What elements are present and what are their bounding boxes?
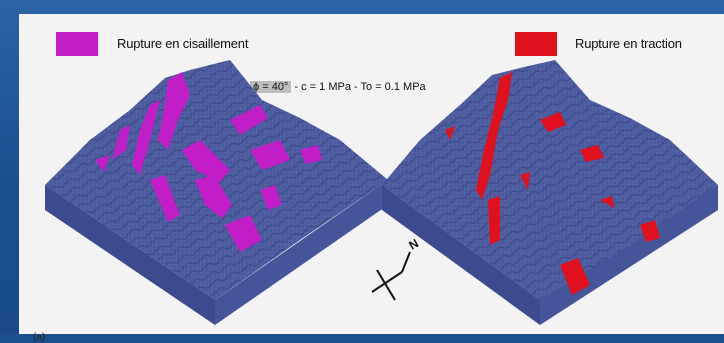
tension-rupture-zones: [445, 72, 660, 295]
block-right-right-side: [540, 185, 718, 325]
legend-label-tension: Rupture en traction: [575, 36, 682, 51]
shear-rupture-zones: [95, 72, 322, 252]
terrain-block-right: [382, 60, 718, 325]
north-label: N: [407, 236, 422, 252]
phi-value: ϕ = 40°: [250, 81, 292, 93]
terrain-models: N: [45, 60, 718, 325]
legend-label-shear: Rupture en cisaillement: [117, 36, 249, 51]
block-left-front-side: [45, 185, 215, 325]
parameters-label: ϕ = 40° - c = 1 MPa - To = 0.1 MPa: [250, 77, 426, 97]
block-right-front-side: [382, 185, 540, 325]
terrain-block-left: [45, 60, 388, 325]
north-arrow: [371, 251, 411, 301]
block-left-right-side: [215, 180, 388, 325]
parameters-rest: - c = 1 MPa - To = 0.1 MPa: [291, 81, 426, 93]
legend-swatch-shear: [56, 32, 98, 56]
legend-swatch-tension: [515, 32, 557, 56]
